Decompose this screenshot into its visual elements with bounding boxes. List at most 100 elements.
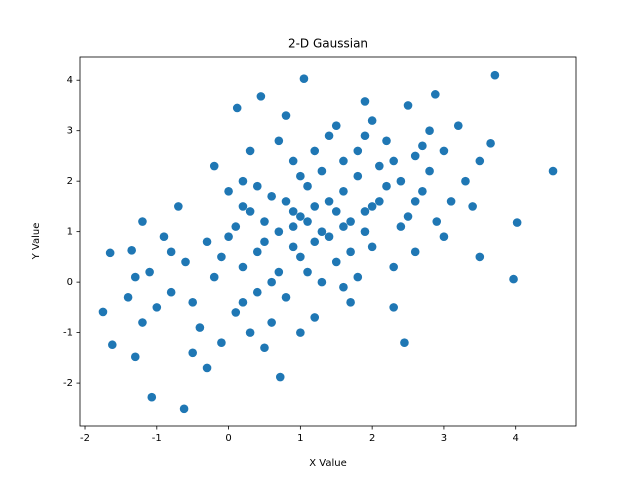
point (252, 287, 262, 297)
point (353, 171, 363, 181)
point (275, 372, 285, 382)
point (127, 246, 136, 255)
point (288, 222, 298, 231)
y-tick-label: 2 (67, 176, 73, 187)
point (281, 292, 291, 302)
point (288, 207, 298, 216)
point (346, 298, 355, 307)
point (267, 318, 276, 327)
point (375, 161, 384, 171)
point (490, 70, 500, 80)
point (224, 186, 233, 196)
point (310, 202, 320, 211)
y-tick-label: 4 (67, 75, 73, 86)
point (238, 262, 248, 272)
point (403, 212, 413, 221)
point (389, 156, 398, 166)
x-tick-label: 0 (225, 433, 231, 444)
x-tick-label: 1 (297, 433, 303, 444)
point (317, 227, 327, 236)
point (288, 242, 298, 252)
point (267, 192, 276, 201)
point (461, 176, 470, 186)
y-tick-label: 0 (67, 277, 73, 288)
point (138, 217, 147, 226)
point (367, 116, 377, 125)
point (238, 202, 248, 211)
point (245, 207, 255, 216)
point (195, 323, 205, 332)
x-tick-label: 3 (441, 433, 447, 444)
point (260, 217, 269, 226)
point (453, 121, 463, 130)
point (138, 318, 147, 327)
point (152, 303, 162, 312)
point (339, 282, 348, 292)
point (360, 131, 370, 141)
point (202, 363, 212, 373)
point (375, 197, 384, 206)
y-tick-label: -2 (63, 378, 73, 389)
point (486, 139, 495, 148)
point (130, 352, 140, 362)
point (331, 121, 341, 130)
point (123, 292, 133, 302)
point (317, 166, 327, 176)
point (339, 222, 348, 231)
point (410, 247, 420, 257)
y-tick-label: -1 (63, 328, 73, 339)
point (360, 227, 370, 236)
point (232, 103, 242, 113)
point (396, 222, 406, 231)
point (188, 348, 197, 358)
point (439, 146, 449, 156)
point (353, 146, 363, 156)
point (324, 232, 334, 242)
point (382, 136, 391, 146)
point (296, 252, 305, 262)
point (360, 207, 370, 216)
point (324, 131, 334, 141)
point (475, 252, 485, 262)
point (296, 171, 305, 181)
point (475, 156, 485, 166)
y-axis-label: Y Value (31, 223, 42, 261)
point (130, 272, 140, 282)
point (288, 156, 298, 166)
point (339, 156, 348, 166)
point (418, 141, 427, 151)
point (548, 166, 558, 176)
point (439, 232, 449, 242)
point (281, 111, 291, 120)
point (238, 298, 248, 307)
point (303, 267, 312, 277)
point (446, 197, 456, 206)
point (260, 343, 269, 353)
point (108, 340, 117, 350)
point (367, 202, 377, 211)
point (512, 218, 522, 227)
point (231, 222, 241, 231)
point (231, 308, 241, 317)
point (245, 328, 255, 337)
point (431, 90, 440, 99)
point (188, 298, 197, 307)
point (310, 146, 320, 156)
point (389, 303, 398, 312)
point (202, 237, 212, 247)
y-tick-label: 3 (67, 126, 73, 137)
point (310, 237, 320, 247)
plot-frame (79, 56, 577, 427)
point (224, 232, 233, 242)
point (400, 338, 409, 348)
point (238, 176, 248, 186)
point (245, 146, 255, 156)
point (256, 92, 266, 101)
point (274, 136, 284, 146)
point (331, 257, 341, 267)
point (425, 166, 434, 176)
point (382, 181, 391, 191)
point (166, 247, 176, 257)
